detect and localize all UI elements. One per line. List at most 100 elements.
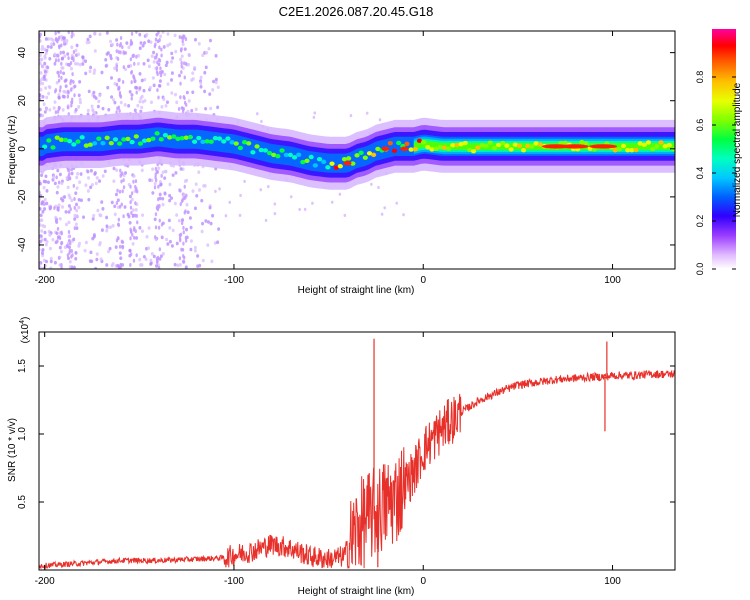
noise-cell: [48, 246, 52, 251]
noise-cell: [115, 238, 119, 243]
noise-cell: [48, 233, 52, 237]
noise-cell: [174, 92, 178, 97]
noise-cell: [66, 256, 70, 261]
noise-cell: [178, 73, 182, 78]
noise-cell: [66, 52, 70, 56]
noise-cell: [122, 214, 125, 219]
ridge-cell: [87, 142, 94, 147]
ridge-cell: [287, 152, 293, 158]
noise-cell: [175, 241, 179, 246]
noise-cell: [184, 61, 188, 66]
noise-cell: [106, 85, 110, 90]
noise-cell: [168, 239, 172, 244]
noise-cell: [157, 166, 161, 171]
noise-cell: [93, 68, 97, 72]
noise-cell: [119, 168, 122, 173]
noise-cell: [130, 80, 133, 85]
noise-cell: [156, 60, 159, 65]
noise-cell: [49, 37, 53, 41]
noise-cell: [179, 167, 183, 171]
noise-cell: [158, 218, 161, 223]
ridge-cell: [204, 139, 210, 144]
noise-cell: [175, 213, 179, 217]
noise-cell: [183, 96, 186, 101]
noise-cell: [70, 167, 74, 172]
noise-cell: [133, 108, 137, 113]
ridge-cell: [312, 163, 318, 168]
snr-panel: -200 -100 0 100 0.5 1.0 1.5 Height of straight…: [7, 317, 676, 597]
noise-cell: [115, 168, 119, 173]
colorbar-tick-label: 0.8: [695, 71, 705, 84]
ridge-cell: [117, 141, 123, 146]
noise-cell: [97, 99, 101, 104]
noise-cell: [147, 246, 151, 250]
noise-cell: [109, 225, 113, 229]
noise-cell: [52, 106, 56, 110]
noise-cell: [164, 104, 168, 108]
noise-cell: [72, 80, 75, 85]
noise-cell: [140, 229, 144, 233]
noise-cell: [122, 50, 125, 55]
noise-cell: [67, 112, 70, 117]
noise-cell: [204, 65, 208, 70]
ridge-cell: [321, 159, 327, 165]
snr-xtick-label: -100: [224, 576, 244, 587]
noise-cell: [155, 264, 159, 268]
noise-cell: [129, 205, 133, 210]
colorbar-label: Normalized spectral amplitude: [732, 82, 743, 217]
noise-cell: [77, 105, 81, 109]
noise-cell: [112, 98, 116, 102]
noise-cell: [58, 88, 62, 93]
noise-cell: [54, 215, 58, 220]
noise-cell: [67, 31, 70, 35]
noise-cell: [160, 235, 164, 240]
ridge-cell: [512, 142, 518, 147]
noise-cell: [179, 48, 183, 53]
noise-cell: [53, 260, 57, 265]
ridge-cell: [216, 136, 223, 141]
ridge-cell: [121, 137, 127, 142]
noise-cell: [330, 200, 334, 204]
noise-cell: [158, 192, 162, 197]
noise-cell: [183, 184, 186, 189]
noise-cell: [120, 239, 124, 244]
ridge-cell: [212, 136, 219, 141]
noise-cell: [57, 78, 61, 83]
ridge-cell: [612, 148, 618, 153]
noise-cell: [199, 84, 203, 89]
noise-cell: [134, 208, 138, 212]
noise-cell: [84, 183, 88, 187]
noise-cell: [179, 95, 182, 100]
noise-cell: [144, 257, 148, 262]
ridge-cell: [641, 142, 647, 148]
noise-cell: [124, 67, 128, 72]
noise-cell: [106, 249, 110, 254]
noise-cell: [70, 171, 74, 176]
noise-cell: [190, 78, 194, 82]
noise-cell: [158, 45, 161, 50]
noise-cell: [60, 181, 64, 186]
noise-cell: [110, 95, 114, 99]
noise-cell: [180, 54, 184, 58]
snr-xlabel: Height of straight line (km): [298, 586, 415, 597]
noise-cell: [104, 57, 108, 62]
ridge-cell: [246, 141, 252, 146]
noise-cell: [123, 205, 127, 209]
noise-cell: [39, 97, 42, 101]
noise-cell: [72, 237, 76, 242]
noise-cell: [142, 88, 146, 93]
noise-cell: [86, 169, 90, 174]
noise-cell: [128, 194, 132, 199]
noise-cell: [39, 239, 43, 244]
noise-cell: [129, 57, 133, 62]
noise-cell: [201, 221, 205, 226]
noise-cell: [155, 256, 159, 261]
noise-cell: [197, 170, 201, 175]
noise-cell: [110, 76, 114, 80]
noise-cell: [46, 65, 50, 70]
ridge-cell: [633, 147, 639, 153]
noise-cell: [170, 196, 174, 200]
noise-cell: [40, 47, 44, 51]
noise-cell: [138, 72, 142, 76]
ridge-cell: [666, 142, 672, 148]
